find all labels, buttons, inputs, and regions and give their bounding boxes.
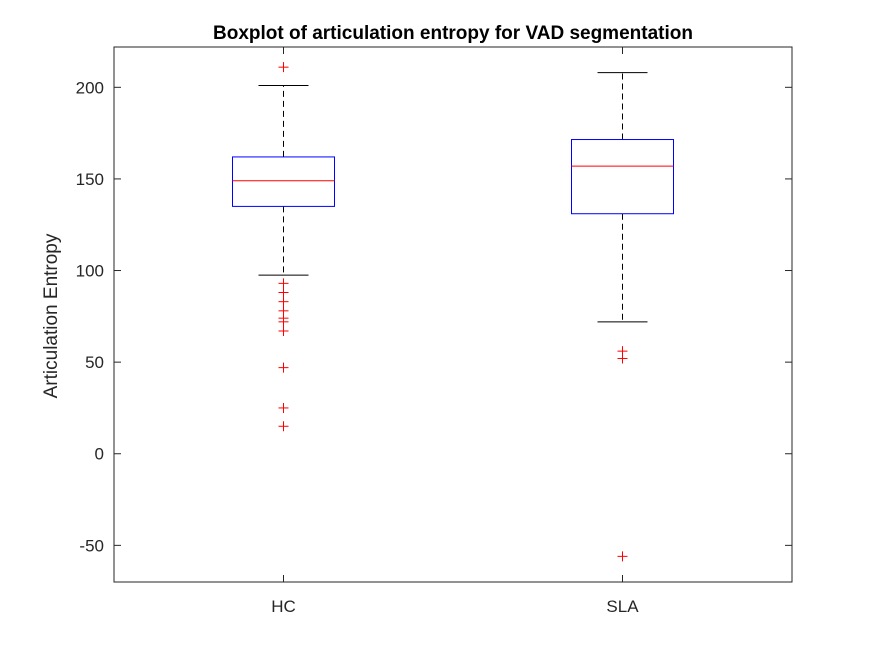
chart-title: Boxplot of articulation entropy for VAD … [213,23,693,44]
outlier-marker [278,278,289,289]
y-tick-label: 150 [76,170,104,189]
outlier-marker [278,62,289,73]
box-sla [571,72,674,562]
y-axis-ticks: -50 0 50 100 150 200 [76,78,792,555]
outlier-marker [278,325,289,336]
x-axis-ticks: HC SLA [271,47,639,616]
outlier-marker [278,296,289,307]
box-hc [232,62,335,432]
plot-area [113,46,793,583]
outlier-marker [278,287,289,298]
outlier-marker [278,316,289,327]
outlier-marker [617,551,628,562]
y-tick-label: -50 [79,536,104,555]
x-tick-label: HC [271,597,296,616]
outlier-marker [278,421,289,432]
y-tick-label: 50 [85,353,104,372]
iqr-box [232,156,335,207]
boxes [232,62,674,562]
y-tick-label: 0 [95,445,104,464]
y-axis-label: Articulation Entropy [41,233,62,398]
x-tick-label: SLA [606,597,639,616]
y-tick-label: 100 [76,262,104,281]
outlier-marker [278,362,289,373]
outlier-marker [617,353,628,364]
y-tick-label: 200 [76,78,104,97]
outlier-marker [278,402,289,413]
iqr-box [571,139,674,215]
